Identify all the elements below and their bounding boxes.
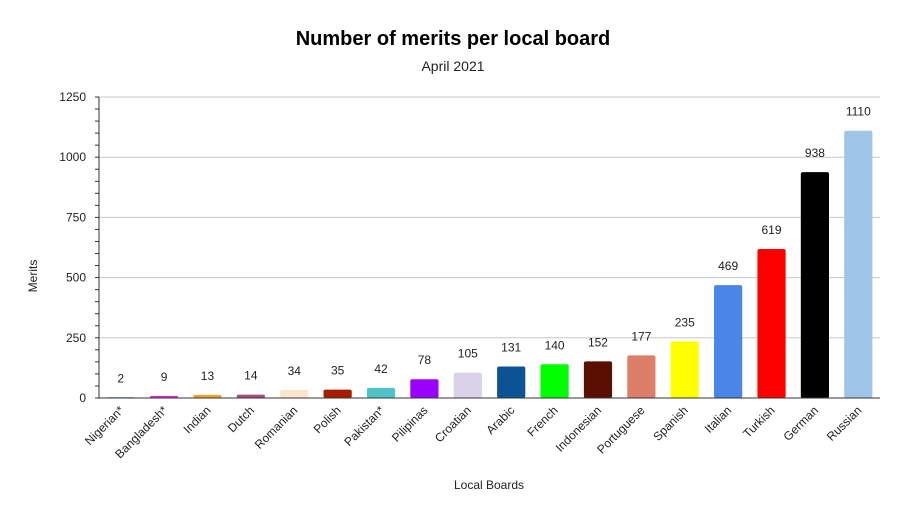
data-label: 131 xyxy=(501,340,521,354)
y-tick-label: 1000 xyxy=(59,150,86,164)
data-label: 105 xyxy=(458,347,478,361)
data-label: 235 xyxy=(675,315,695,329)
x-tick-label: Arabic xyxy=(483,403,517,437)
bar xyxy=(366,387,396,398)
data-label: 78 xyxy=(418,353,432,367)
data-label: 14 xyxy=(244,369,258,383)
x-tick-label: Pilipinas xyxy=(389,403,431,445)
data-label: 42 xyxy=(374,362,388,376)
data-label: 1110 xyxy=(846,105,871,119)
bar xyxy=(323,389,352,398)
data-label: 469 xyxy=(718,259,738,273)
x-tick-label: Italian xyxy=(702,403,735,436)
x-tick-label: Indian xyxy=(181,403,214,436)
y-tick-label: 250 xyxy=(66,331,86,345)
y-tick-label: 500 xyxy=(66,271,86,285)
bar xyxy=(844,130,873,398)
data-label: 619 xyxy=(762,223,782,237)
bar xyxy=(193,394,222,398)
y-axis-label: Merits xyxy=(26,260,40,293)
chart-title: Number of merits per local board xyxy=(296,28,611,50)
data-label: 2 xyxy=(117,372,124,386)
data-label: 13 xyxy=(201,369,215,383)
x-tick-label: Nigerian* xyxy=(82,403,127,448)
x-tick-label: Romanian xyxy=(252,403,301,452)
data-label: 177 xyxy=(631,329,651,343)
x-tick-label: Pakistan* xyxy=(341,403,387,449)
data-label: 152 xyxy=(588,335,608,349)
x-axis-label: Local Boards xyxy=(454,478,524,492)
bar xyxy=(627,355,656,398)
data-label: 9 xyxy=(161,370,168,384)
data-labels: 2 9 13 14 34 35 42 78 105 131 140 152 177 235 469 619 93… xyxy=(117,105,871,386)
x-tick-label: Croatian xyxy=(432,403,474,445)
x-tick-label: Turkish xyxy=(740,403,777,440)
y-tick-label: 1250 xyxy=(59,90,86,104)
bar xyxy=(670,341,699,398)
x-tick-label: Dutch xyxy=(225,403,257,435)
y-tick-label: 750 xyxy=(66,210,86,224)
x-tick-label: French xyxy=(524,403,560,439)
bar xyxy=(583,361,613,398)
bars xyxy=(106,130,873,398)
bar xyxy=(453,372,482,398)
y-axis-ticks: 0 250 500 750 1000 1250 xyxy=(59,90,99,405)
bar xyxy=(280,389,309,398)
bar xyxy=(757,248,786,398)
x-tick-label: Russian xyxy=(824,403,865,444)
data-label: 938 xyxy=(805,146,825,160)
chart-subtitle: April 2021 xyxy=(421,58,484,74)
data-label: 140 xyxy=(545,338,565,352)
bar xyxy=(497,366,526,398)
x-tick-label: Portuguese xyxy=(594,403,648,457)
bar xyxy=(714,285,743,398)
bar xyxy=(410,379,439,398)
x-tick-label: Polish xyxy=(311,403,344,436)
data-label: 34 xyxy=(288,364,302,378)
x-tick-label: German xyxy=(780,403,821,444)
y-tick-label: 0 xyxy=(79,391,86,405)
data-label: 35 xyxy=(331,364,345,378)
x-tick-label: Spanish xyxy=(650,403,691,444)
bar xyxy=(149,395,179,398)
gridlines xyxy=(99,96,880,339)
bar xyxy=(800,172,830,398)
bar xyxy=(540,364,569,398)
bar xyxy=(236,394,265,398)
